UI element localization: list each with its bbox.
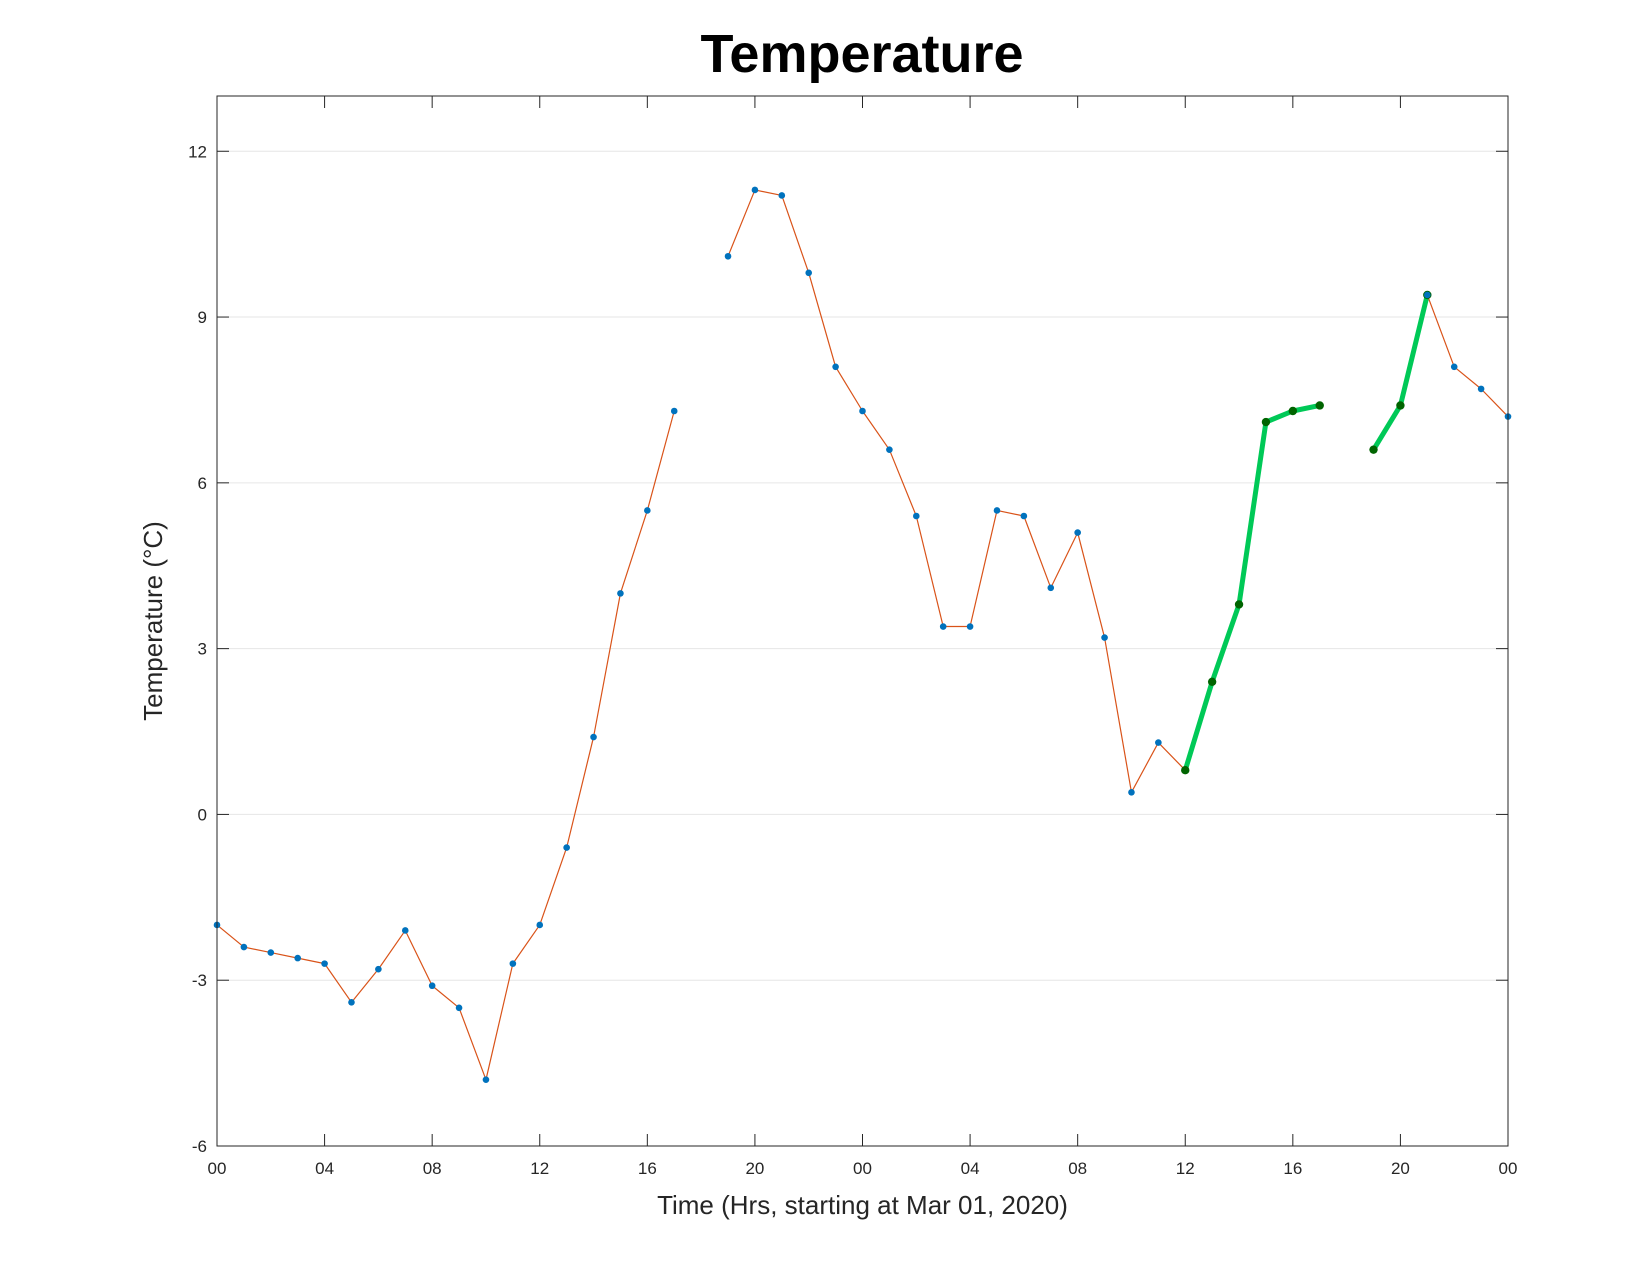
data-point bbox=[886, 446, 893, 453]
x-tick-label: 08 bbox=[1068, 1159, 1087, 1178]
x-tick-label: 12 bbox=[1176, 1159, 1195, 1178]
y-tick-label: 0 bbox=[198, 805, 207, 824]
x-tick-label: 16 bbox=[1283, 1159, 1302, 1178]
x-tick-label: 00 bbox=[853, 1159, 872, 1178]
highlight-data-point bbox=[1369, 445, 1378, 454]
y-tick-label: 12 bbox=[188, 142, 207, 161]
data-point bbox=[1155, 739, 1162, 746]
series-lines bbox=[216, 189, 1509, 1081]
data-point bbox=[240, 943, 248, 951]
y-axis-label: Temperature (°C) bbox=[138, 521, 168, 721]
data-point bbox=[1128, 789, 1135, 796]
data-point bbox=[590, 733, 597, 741]
tick-labels: -6 -3 0 3 6 9 12 00 04 08 12 16 20 00 04 08 12 16 20 00 bbox=[188, 142, 1517, 1178]
grid-lines bbox=[217, 150, 1508, 981]
data-point bbox=[1477, 385, 1485, 393]
data-point bbox=[670, 407, 678, 415]
data-point bbox=[1101, 634, 1108, 641]
data-point bbox=[482, 1076, 490, 1083]
highlight-data-point bbox=[1396, 401, 1405, 410]
data-point bbox=[993, 507, 1001, 514]
y-tick-label: 3 bbox=[198, 640, 207, 659]
x-tick-label: 04 bbox=[315, 1159, 334, 1178]
data-point bbox=[724, 252, 732, 260]
y-tick-label: 6 bbox=[198, 474, 207, 493]
data-point bbox=[1424, 291, 1431, 299]
data-point bbox=[912, 512, 920, 520]
data-point bbox=[321, 960, 328, 967]
x-tick-label: 04 bbox=[961, 1159, 980, 1178]
data-point bbox=[644, 507, 651, 514]
data-point bbox=[455, 1004, 463, 1012]
data-point bbox=[805, 269, 813, 277]
x-tick-label: 12 bbox=[530, 1159, 549, 1178]
data-point bbox=[563, 844, 570, 851]
data-point bbox=[966, 623, 974, 630]
highlight-data-point bbox=[1234, 600, 1244, 609]
highlight-data-point bbox=[1315, 401, 1324, 410]
x-axis-label: Time (Hrs, starting at Mar 01, 2020) bbox=[657, 1190, 1068, 1220]
highlight-data-point bbox=[1261, 417, 1271, 427]
data-point bbox=[1047, 584, 1055, 592]
data-point bbox=[348, 999, 355, 1006]
data-point bbox=[939, 623, 947, 630]
highlight-data-point bbox=[1207, 677, 1217, 686]
data-point bbox=[617, 590, 624, 597]
data-point bbox=[401, 927, 409, 934]
x-tick-label: 08 bbox=[423, 1159, 442, 1178]
data-point bbox=[1450, 363, 1458, 371]
highlight-series-line bbox=[1182, 402, 1323, 773]
data-point bbox=[778, 192, 786, 199]
temperature-series-line bbox=[727, 189, 1186, 793]
data-point bbox=[832, 363, 839, 371]
x-tick-label: 00 bbox=[1499, 1159, 1518, 1178]
x-tick-label: 00 bbox=[208, 1159, 227, 1178]
data-point bbox=[428, 982, 436, 990]
data-point bbox=[1074, 529, 1081, 536]
data-point bbox=[267, 949, 275, 956]
data-point bbox=[751, 186, 759, 194]
data-point bbox=[294, 954, 301, 962]
data-point bbox=[375, 965, 382, 973]
data-point bbox=[1020, 512, 1028, 520]
chart-title: Temperature bbox=[700, 24, 1023, 84]
x-tick-label: 20 bbox=[1391, 1159, 1410, 1178]
y-tick-label: 9 bbox=[198, 308, 207, 327]
temperature-series-line bbox=[1426, 294, 1509, 418]
x-tick-label: 20 bbox=[745, 1159, 764, 1178]
y-tick-label: -6 bbox=[192, 1137, 207, 1156]
y-tick-label: -3 bbox=[192, 971, 207, 990]
axis-ticks bbox=[216, 96, 1509, 1147]
data-point bbox=[509, 960, 517, 967]
x-tick-label: 16 bbox=[638, 1159, 657, 1178]
data-point bbox=[536, 921, 544, 929]
highlight-data-point bbox=[1288, 406, 1298, 416]
highlight-data-point bbox=[1181, 766, 1190, 775]
data-point bbox=[859, 407, 866, 415]
temperature-series-line bbox=[216, 410, 675, 1081]
